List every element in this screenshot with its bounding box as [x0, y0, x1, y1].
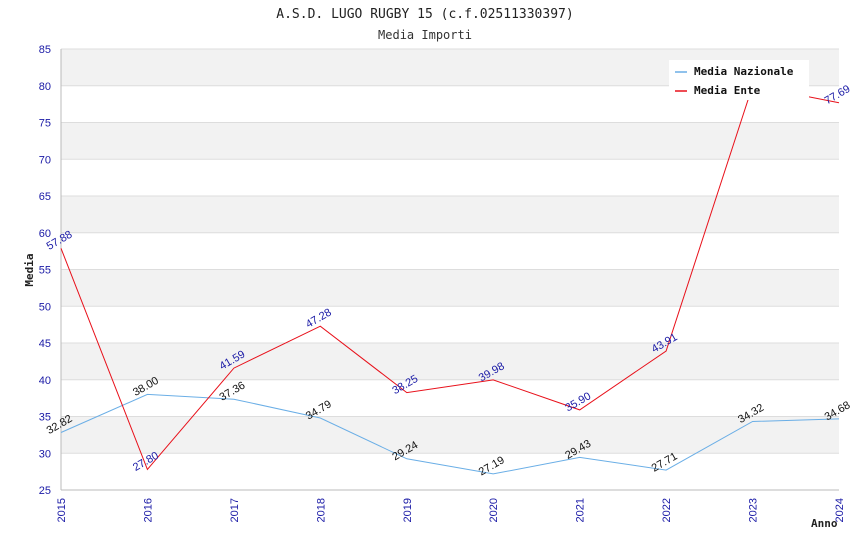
y-tick-label: 75 — [39, 118, 51, 130]
grid-band — [61, 196, 839, 233]
y-tick-label: 85 — [39, 44, 51, 56]
grid-band — [61, 416, 839, 454]
y-tick-label: 50 — [39, 301, 51, 313]
series-line-ente — [60, 85, 840, 471]
x-tick-label: 2020 — [488, 498, 500, 522]
series-layer — [60, 85, 840, 475]
x-tick-label: 2022 — [661, 498, 673, 522]
data-label-nazionale: 27.71 — [650, 450, 680, 474]
x-tick-label: 2019 — [402, 498, 414, 522]
x-tick-label: 2021 — [575, 498, 587, 522]
grid-band — [61, 343, 839, 380]
data-label-ente: 77.69 — [823, 83, 850, 107]
legend-label-ente: Media Ente — [694, 84, 761, 97]
y-tick-label: 70 — [39, 154, 51, 166]
grid-band — [61, 269, 839, 307]
chart-title: A.S.D. LUGO RUGBY 15 (c.f.02511330397) — [276, 7, 573, 22]
y-tick-label: 40 — [39, 375, 51, 387]
y-tick-label: 55 — [39, 265, 51, 277]
legend-box — [669, 60, 809, 100]
series-line-nazionale — [60, 393, 840, 475]
x-tick-label: 2018 — [315, 498, 327, 522]
data-label-nazionale: 37.36 — [217, 380, 247, 404]
data-label-ente: 35.90 — [563, 390, 593, 414]
grid-band — [61, 122, 839, 160]
x-tick-label: 2023 — [748, 498, 760, 522]
grid-lines — [61, 48, 839, 491]
y-tick-label: 65 — [39, 191, 51, 203]
x-tick-label: 2016 — [142, 498, 154, 522]
legend: Media Nazionale Media Ente — [669, 60, 809, 100]
x-tick-labels: 2015 2016 2017 2018 2019 2020 2021 2022 2023 2024 — [56, 498, 846, 522]
y-tick-labels: 25 30 35 40 45 50 55 60 65 70 75 80 85 — [39, 44, 51, 497]
y-tick-label: 25 — [39, 485, 51, 497]
data-label-nazionale: 27.19 — [477, 454, 507, 478]
grid-bands — [61, 49, 839, 454]
y-tick-label: 80 — [39, 81, 51, 93]
y-tick-label: 35 — [39, 412, 51, 424]
x-tick-label: 2024 — [834, 498, 846, 522]
chart-subtitle: Media Importi — [378, 28, 472, 42]
y-tick-label: 60 — [39, 228, 51, 240]
y-tick-label: 45 — [39, 338, 51, 350]
y-tick-label: 30 — [39, 448, 51, 460]
x-tick-label: 2017 — [229, 498, 241, 522]
y-axis-label: Media — [23, 253, 36, 286]
legend-label-nazionale: Media Nazionale — [694, 65, 794, 78]
x-tick-label: 2015 — [56, 498, 68, 522]
x-axis-label: Anno — [811, 517, 838, 530]
